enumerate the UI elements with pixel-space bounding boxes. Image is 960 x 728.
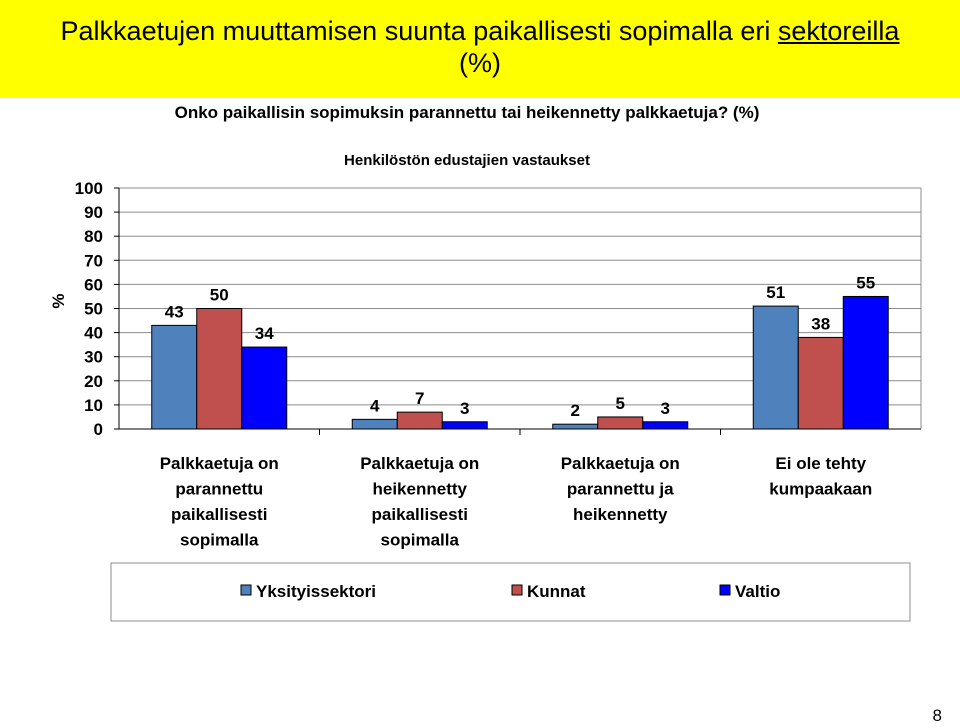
bar [441,421,488,430]
bar [752,305,799,430]
x-tick-label: parannettu [175,480,263,499]
bar [241,346,288,430]
y-tick-label: 90 [84,203,103,222]
x-tick-label: paikallisesti [171,505,267,524]
legend-swatch [511,584,523,596]
x-tick-label: Palkkaetuja on [561,454,680,473]
x-tick-label: Ei ole tehty [775,454,866,473]
legend-entry: Kunnat [527,582,586,601]
x-tick-label: paikallisesti [372,505,468,524]
y-tick-label: 100 [75,179,103,198]
x-tick-label: kumpaakaan [769,480,872,499]
data-label: 2 [571,401,580,420]
data-label: 51 [766,283,785,302]
y-tick-label: 50 [84,300,103,319]
bar [396,411,443,430]
x-tick-label: sopimalla [381,531,460,550]
y-tick-label: 60 [84,275,103,294]
bar [597,416,644,430]
slide-title-bar: Palkkaetujen muuttamisen suunta paikalli… [0,0,960,98]
slide-title-line2: (%) [459,48,501,78]
data-label: 3 [661,399,670,418]
page-number: 8 [932,706,942,725]
data-label: 4 [370,396,380,415]
data-label: 38 [811,314,830,333]
slide-title-part1: Palkkaetujen muuttamisen suunta paikalli… [60,16,778,46]
y-tick-label: 40 [84,324,103,343]
data-label: 55 [856,273,875,292]
legend-entry: Yksityissektori [256,582,376,601]
slide-title: Palkkaetujen muuttamisen suunta paikalli… [0,0,960,48]
y-tick-label: 30 [84,348,103,367]
bar [842,295,889,430]
data-label: 50 [210,286,229,305]
bar [552,423,599,430]
data-label: 5 [616,394,625,413]
chart-title: Onko paikallisin sopimuksin parannettu t… [175,103,760,122]
data-label: 34 [255,324,274,343]
chart-subtitle: Henkilöstön edustajien vastaukset [344,152,590,169]
bar [196,308,243,430]
y-tick-label: 70 [84,251,103,270]
y-axis-label: % [49,293,68,308]
x-tick-label: sopimalla [180,531,259,550]
x-tick-label: heikennetty [373,480,468,499]
legend-entry: Valtio [735,582,780,601]
x-tick-label: Palkkaetuja on [360,454,479,473]
bar [642,421,689,430]
legend-box [110,562,911,622]
bar [797,336,844,430]
y-tick-label: 80 [84,227,103,246]
data-label: 3 [460,399,469,418]
legend-swatch [240,584,252,596]
y-tick-label: 0 [94,420,103,439]
legend-swatch [719,584,731,596]
bar [151,324,198,430]
x-tick-label: Palkkaetuja on [160,454,279,473]
slide-title-part2: sektoreilla [777,16,900,46]
data-label: 7 [415,389,424,408]
y-tick-label: 10 [84,396,103,415]
data-label: 43 [165,302,184,321]
bar [351,418,398,430]
y-tick-label: 20 [84,372,103,391]
x-tick-label: parannettu ja [567,480,674,499]
x-tick-label: heikennetty [573,505,668,524]
